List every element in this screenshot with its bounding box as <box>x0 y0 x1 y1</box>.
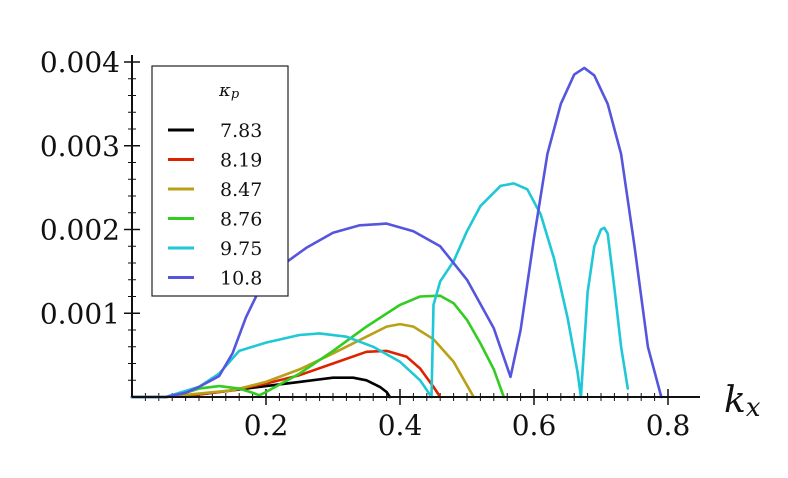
x-tick-label: 0.4 <box>378 409 423 442</box>
x-tick-label: 0.8 <box>646 409 691 442</box>
y-tick-label: 0.004 <box>40 46 120 79</box>
series-line-9-75 <box>130 182 630 399</box>
series-line-10-8 <box>130 66 663 399</box>
axes <box>131 55 700 398</box>
y-tick-label: 0.001 <box>40 297 120 330</box>
legend-label: 8.47 <box>220 179 262 201</box>
y-tick-label: 0.002 <box>40 214 120 247</box>
legend: κp 7.83 8.19 8.47 8.76 9.75 10.8 <box>151 65 289 297</box>
y-tick-label: 0.003 <box>40 130 120 163</box>
legend-title-sub: p <box>231 87 240 102</box>
legend-box <box>151 65 289 297</box>
series-line-8-47 <box>130 322 475 399</box>
legend-entries: 7.83 8.19 8.47 8.76 9.75 10.8 <box>168 120 262 290</box>
legend-label: 9.75 <box>220 238 262 260</box>
legend-label: 8.76 <box>220 209 262 231</box>
legend-label: 8.19 <box>220 150 262 172</box>
x-axis-label-sub: x <box>746 393 761 423</box>
legend-title: κp <box>218 80 240 102</box>
legend-label: 10.8 <box>220 268 262 290</box>
legend-label: 7.83 <box>220 120 262 142</box>
tick-labels: 0.2 0.4 0.6 0.8 0.001 0.002 0.003 0.004 <box>40 46 690 442</box>
series-lines <box>130 66 663 399</box>
x-axis-label: kx <box>724 380 761 423</box>
series-line-8-76 <box>130 294 506 399</box>
x-axis-label-main: k <box>724 380 746 421</box>
x-tick-label: 0.6 <box>512 409 557 442</box>
legend-title-main: κ <box>218 80 231 101</box>
x-tick-label: 0.2 <box>244 409 289 442</box>
